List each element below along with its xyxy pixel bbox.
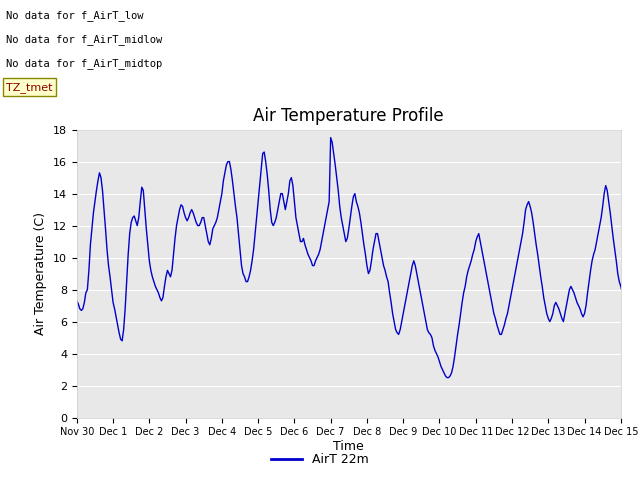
Text: No data for f_AirT_midlow: No data for f_AirT_midlow: [6, 34, 163, 45]
X-axis label: Time: Time: [333, 440, 364, 453]
Y-axis label: Air Temperature (C): Air Temperature (C): [35, 212, 47, 335]
Text: No data for f_AirT_midtop: No data for f_AirT_midtop: [6, 58, 163, 69]
Text: No data for f_AirT_low: No data for f_AirT_low: [6, 10, 144, 21]
Text: TZ_tmet: TZ_tmet: [6, 82, 53, 93]
Title: Air Temperature Profile: Air Temperature Profile: [253, 107, 444, 125]
Legend: AirT 22m: AirT 22m: [266, 448, 374, 471]
